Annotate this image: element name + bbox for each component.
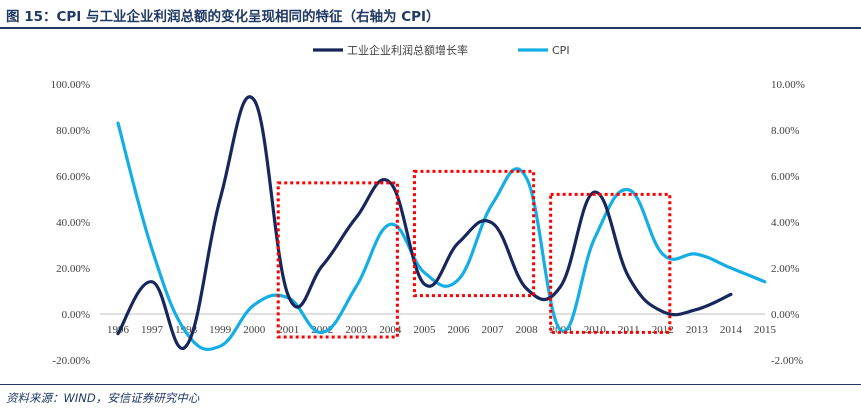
bottom-rule xyxy=(0,384,861,385)
x-tick-label: 2014 xyxy=(720,324,743,336)
line-chart: 工业企业利润总额增长率 CPI 100.00% 80.00% 60.00% 40.00%… xyxy=(51,43,805,367)
x-tick-label: 1997 xyxy=(141,324,164,336)
series-layer xyxy=(116,95,767,351)
left-tick-label: -20.00% xyxy=(52,355,90,367)
left-tick-label: 0.00% xyxy=(62,309,90,321)
x-tick-label: 2010 xyxy=(584,324,607,336)
x-tick-label: 2003 xyxy=(345,324,368,336)
right-tick-label: 10.00% xyxy=(771,79,805,91)
x-tick-label: 2006 xyxy=(448,324,471,336)
left-tick-label: 60.00% xyxy=(56,171,90,183)
x-tick-label: 2005 xyxy=(413,324,436,336)
x-tick-label: 2013 xyxy=(686,324,709,336)
x-tick-label: 2004 xyxy=(379,324,402,336)
highlight-box xyxy=(549,192,672,334)
highlight-boxes xyxy=(276,169,672,339)
x-tick-label: 2007 xyxy=(482,324,505,336)
left-tick-label: 80.00% xyxy=(56,125,90,137)
x-tick-label: 2000 xyxy=(243,324,266,336)
left-tick-label: 40.00% xyxy=(56,217,90,229)
left-axis: 100.00% 80.00% 60.00% 40.00% 20.00% 0.00% -20.… xyxy=(51,79,90,367)
x-tick-label: 1999 xyxy=(209,324,232,336)
right-tick-label: 2.00% xyxy=(771,263,799,275)
legend-label-cpi: CPI xyxy=(552,44,570,57)
left-tick-label: 100.00% xyxy=(51,79,90,91)
right-tick-label: -2.00% xyxy=(771,355,803,367)
highlight-box xyxy=(412,169,536,298)
legend-label-profit: 工业企业利润总额增长率 xyxy=(347,43,468,57)
x-tick-label: 2001 xyxy=(277,324,299,336)
right-tick-label: 4.00% xyxy=(771,217,799,229)
x-tick-label: 2011 xyxy=(618,324,640,336)
right-tick-label: 8.00% xyxy=(771,125,799,137)
cpi-line xyxy=(116,121,767,351)
source-note: 资料来源：WIND，安信证券研究中心 xyxy=(6,391,200,405)
title-rule xyxy=(0,27,861,29)
profit-growth-line xyxy=(116,95,733,351)
left-tick-label: 20.00% xyxy=(56,263,90,275)
x-tick-label: 2008 xyxy=(516,324,539,336)
right-tick-label: 0.00% xyxy=(771,309,799,321)
right-axis: 10.00% 8.00% 6.00% 4.00% 2.00% 0.00% -2.00% xyxy=(771,79,805,367)
figure-title: 图 15：CPI 与工业企业利润总额的变化呈现相同的特征（右轴为 CPI） xyxy=(6,9,440,25)
highlight-box xyxy=(276,181,399,339)
legend: 工业企业利润总额增长率 CPI xyxy=(313,43,570,57)
x-tick-label: 2015 xyxy=(754,324,777,336)
x-axis: 1996 1997 1998 1999 2000 2001 2002 2003 2004 2005… xyxy=(107,324,776,336)
right-tick-label: 6.00% xyxy=(771,171,799,183)
